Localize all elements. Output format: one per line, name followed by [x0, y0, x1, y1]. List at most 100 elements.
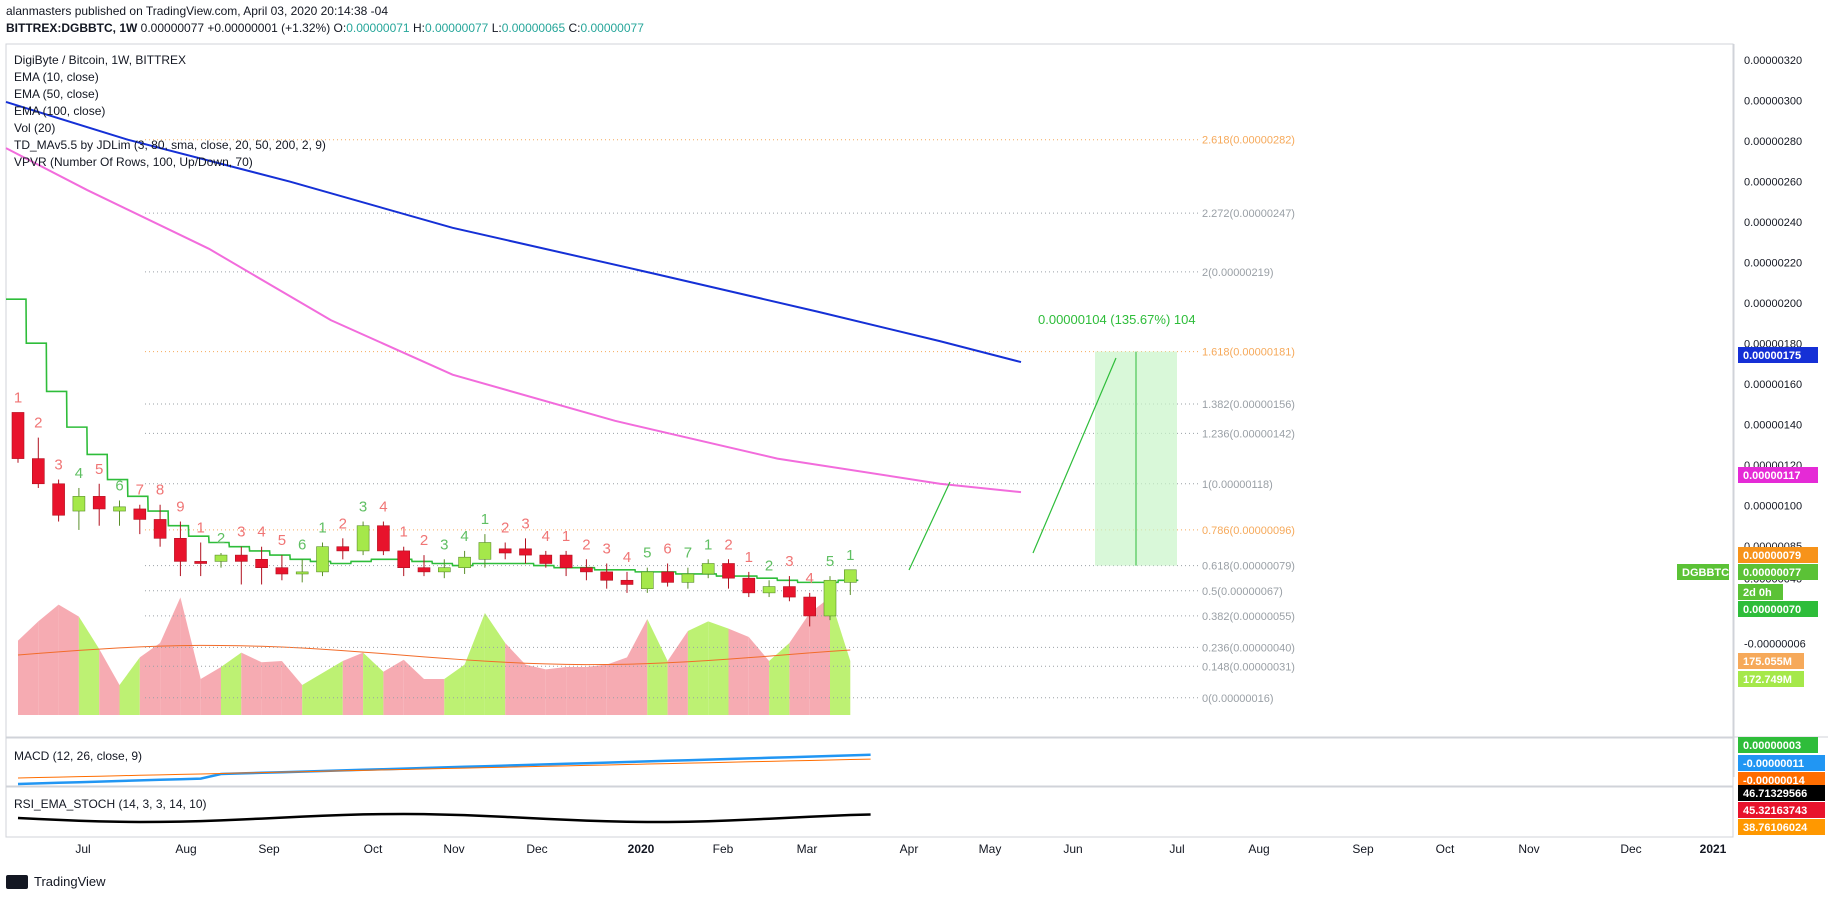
x-tick-label: Jun	[1063, 842, 1082, 856]
price-tag-label: 2d 0h	[1743, 587, 1772, 599]
published-info: alanmasters published on TradingView.com…	[6, 4, 389, 18]
volume-area	[139, 643, 161, 715]
volume-area	[38, 604, 59, 715]
volume-area	[505, 643, 526, 715]
open-value: 0.00000071	[346, 21, 410, 35]
price-tag-label: 0.00000079	[1743, 550, 1801, 562]
legend-vpvr[interactable]: VPVR (Number Of Rows, 100, Up/Down, 70)	[14, 155, 253, 169]
candle-body	[478, 542, 492, 560]
fibonacci-levels: 2.618(0.00000282) 2.272(0.00000247) 2(0.00…	[145, 135, 1295, 705]
volume-area	[687, 621, 709, 715]
y-tick-label: 0.00000240	[1744, 217, 1802, 229]
legend-td[interactable]: TD_MAv5.5 by JDLim (3, 80, sma, close, 2…	[14, 138, 326, 152]
candle-body	[600, 571, 614, 581]
td-count: 1	[400, 524, 408, 541]
ema50-line	[5, 147, 1022, 494]
y-tick-label: 0.00000160	[1744, 379, 1802, 391]
candle-body	[437, 567, 451, 573]
macd-pane	[5, 737, 1734, 787]
price-tag-bg	[1738, 737, 1818, 753]
projection-arrow-small	[908, 481, 951, 571]
high-label: H:	[412, 21, 425, 35]
fib-label: 0(0.00000016)	[1202, 693, 1274, 705]
td-count: 8	[156, 482, 164, 499]
price-tag-bg	[1738, 467, 1818, 483]
td-count: 4	[542, 528, 550, 545]
x-tick-label: Aug	[1248, 842, 1269, 856]
target-label: 0.00000104 (135.67%) 104	[1038, 312, 1196, 327]
x-tick-label: Oct	[1436, 842, 1455, 856]
legend-vol[interactable]: Vol (20)	[14, 121, 56, 135]
legend-title[interactable]: DigiByte / Bitcoin, 1W, BITTREX	[14, 53, 187, 67]
price-tag-bg	[1738, 671, 1804, 687]
candle-body	[722, 563, 735, 579]
volume-layer	[17, 597, 851, 715]
fib-label: 0.382(0.00000055)	[1202, 611, 1295, 623]
td-count: 2	[724, 536, 732, 553]
close-label: C:	[568, 21, 581, 35]
volume-area	[281, 661, 303, 715]
x-tick-label: 2020	[628, 842, 655, 856]
x-tick-label: Dec	[526, 842, 547, 856]
x-tick-label: Apr	[900, 842, 919, 856]
volume-area	[221, 652, 242, 715]
candle-body	[640, 571, 654, 589]
legend-ema100[interactable]: EMA (100, close)	[14, 104, 106, 118]
close-value: 0.00000077	[580, 21, 644, 35]
ema100-line	[5, 101, 1022, 364]
candle-body	[803, 596, 817, 617]
td-count: 2	[217, 530, 225, 547]
volume-ma-line	[17, 644, 851, 666]
td-count: 6	[115, 478, 123, 495]
chart-legend: DigiByte / Bitcoin, 1W, BITTREX EMA (10,…	[14, 52, 326, 171]
td-count: 3	[521, 515, 529, 532]
candle-body	[519, 548, 532, 556]
price-tag-bg	[1738, 819, 1825, 835]
volume-area	[403, 659, 424, 715]
volume-area	[444, 664, 465, 715]
volume-area	[769, 643, 790, 715]
candle-body	[235, 554, 248, 562]
price-tag-bg	[1738, 347, 1818, 363]
y-tick-label: 0.00000260	[1744, 177, 1802, 189]
td-count: 5	[643, 545, 651, 562]
macd-label: MACD (12, 26, close, 9)	[14, 749, 142, 763]
symbol[interactable]: BITTREX:DGBBTC, 1W	[6, 21, 138, 35]
fib-label: 2.618(0.00000282)	[1202, 135, 1295, 147]
fib-label: 0.786(0.00000096)	[1202, 525, 1295, 537]
volume-area	[322, 661, 343, 715]
volume-area	[261, 661, 282, 715]
td-count: 2	[765, 557, 773, 574]
candle-body	[377, 525, 390, 552]
legend-ema10[interactable]: EMA (10, close)	[14, 70, 99, 84]
price-tag-bg	[1738, 547, 1818, 563]
candle-body	[133, 508, 147, 520]
y-tick-label: 0.00000200	[1744, 298, 1802, 310]
price-tag-bg	[1738, 584, 1783, 600]
legend-ema50[interactable]: EMA (50, close)	[14, 87, 99, 101]
td-count: 2	[339, 515, 347, 532]
candle-body	[52, 483, 65, 516]
price-tag-label: 0.00000077	[1743, 567, 1801, 579]
x-tick-label: Sep	[1352, 842, 1374, 856]
last-price: 0.00000077	[140, 21, 205, 35]
volume-area	[342, 652, 364, 715]
x-tick-label: Dec	[1620, 842, 1641, 856]
td-count: 1	[745, 549, 753, 566]
ema10-line	[6, 298, 859, 584]
candle-body	[701, 563, 715, 575]
volume-area	[58, 604, 79, 715]
volume-area	[606, 657, 627, 715]
footer: TradingView	[6, 874, 106, 889]
indicator-panes: MACD (12, 26, close, 9) RSI_EMA_STOCH (14…	[5, 737, 1734, 838]
td-count: 1	[14, 389, 22, 406]
brand-name[interactable]: TradingView	[34, 874, 106, 889]
td-count: 4	[257, 524, 265, 541]
candle-body	[113, 506, 126, 512]
volume-area	[18, 621, 39, 715]
high-value: 0.00000077	[424, 21, 489, 35]
fib-label: 0.148(0.00000031)	[1202, 661, 1295, 673]
td-count: 3	[603, 540, 611, 557]
price-tag-label: 0.00000175	[1743, 350, 1801, 362]
